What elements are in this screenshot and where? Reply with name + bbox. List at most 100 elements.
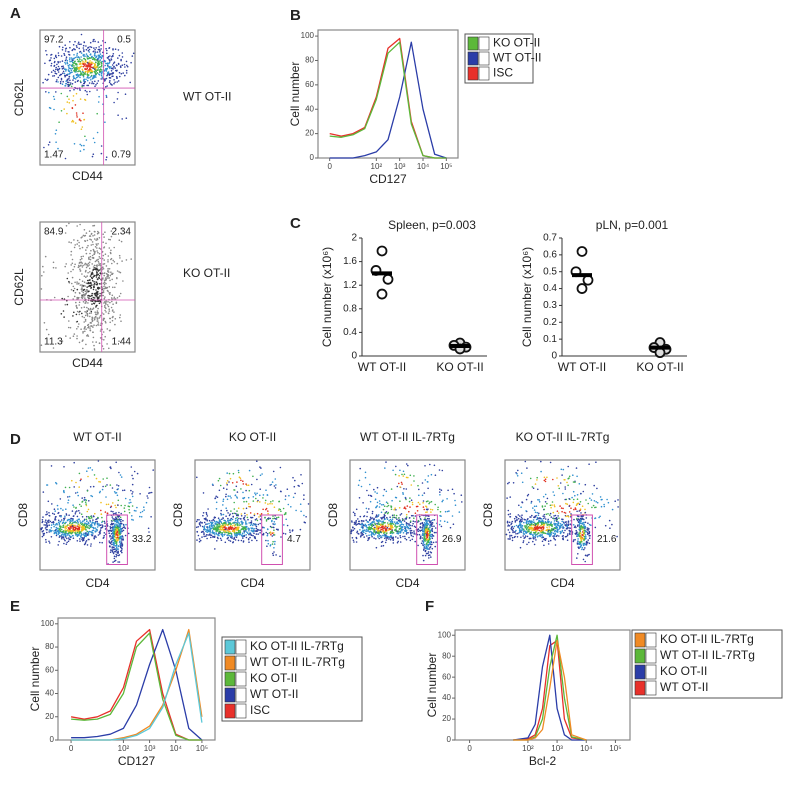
event-dot (76, 58, 79, 61)
event-dot (57, 511, 60, 514)
event-dot (103, 283, 106, 286)
event-dot (61, 83, 64, 85)
event-dot (534, 522, 537, 525)
event-dot (108, 81, 111, 84)
event-dot (237, 539, 240, 542)
event-dot (74, 520, 76, 523)
event-dot (99, 324, 102, 327)
event-dot (426, 522, 428, 525)
event-dot (197, 526, 199, 528)
event-dot (89, 53, 92, 55)
event-dot (114, 534, 117, 536)
event-dot (413, 480, 415, 482)
event-dot (427, 547, 429, 550)
event-dot (226, 482, 228, 484)
event-dot (254, 536, 256, 539)
event-dot (210, 534, 213, 537)
event-dot (78, 70, 80, 72)
event-dot (365, 519, 368, 521)
event-dot (562, 521, 565, 523)
event-dot (109, 73, 111, 75)
event-dot (103, 339, 105, 341)
event-dot (433, 525, 435, 527)
event-dot (509, 513, 512, 515)
event-dot (87, 326, 89, 329)
legend-swatch (467, 66, 479, 81)
event-dot (392, 516, 394, 518)
event-dot (225, 528, 227, 531)
event-dot (427, 487, 429, 490)
event-dot (424, 465, 426, 467)
event-dot (396, 541, 399, 544)
panel-label: B (290, 7, 301, 24)
event-dot (256, 478, 258, 481)
event-dot (130, 501, 132, 504)
event-dot (78, 341, 81, 344)
event-dot (355, 541, 358, 543)
event-dot (114, 526, 117, 529)
event-dot (93, 68, 96, 70)
event-dot (286, 524, 289, 527)
event-dot (83, 519, 86, 522)
event-dot (530, 523, 533, 525)
event-dot (111, 319, 114, 322)
event-dot (101, 541, 103, 544)
legend-box (478, 51, 490, 66)
event-dot (115, 548, 117, 550)
event-dot (535, 526, 538, 529)
event-dot (114, 81, 116, 83)
event-dot (238, 522, 241, 524)
event-dot (118, 254, 121, 257)
event-dot (44, 521, 46, 523)
event-dot (411, 524, 414, 527)
event-dot (41, 274, 43, 277)
event-dot (73, 65, 75, 67)
event-dot (93, 318, 96, 321)
event-dot (91, 292, 93, 295)
event-dot (42, 491, 45, 493)
event-dot (74, 511, 77, 513)
event-dot (383, 488, 386, 491)
event-dot (364, 532, 367, 535)
event-dot (90, 75, 92, 78)
event-dot (95, 276, 98, 278)
event-dot (108, 58, 110, 61)
event-dot (112, 552, 115, 555)
event-dot (107, 312, 110, 315)
event-dot (79, 479, 82, 482)
event-dot (112, 62, 115, 65)
event-dot (114, 504, 116, 507)
event-dot (93, 536, 96, 538)
event-dot (88, 230, 91, 232)
y-tick-label: 0 (551, 351, 557, 362)
event-dot (115, 516, 117, 519)
event-dot (82, 330, 84, 333)
event-dot (89, 521, 92, 523)
event-dot (150, 516, 152, 518)
event-dot (398, 482, 400, 485)
event-dot (420, 529, 423, 532)
event-dot (73, 66, 75, 69)
event-dot (111, 54, 114, 57)
event-dot (231, 528, 233, 531)
event-dot (203, 535, 205, 538)
event-dot (277, 516, 280, 519)
event-dot (130, 61, 132, 64)
event-dot (404, 530, 406, 532)
quadrant-value: 0.5 (117, 35, 131, 46)
event-dot (378, 533, 380, 536)
event-dot (55, 526, 58, 529)
event-dot (68, 527, 71, 529)
event-dot (126, 64, 128, 67)
event-dot (83, 49, 85, 51)
event-dot (85, 515, 88, 518)
event-dot (41, 521, 43, 524)
event-dot (65, 508, 67, 511)
event-dot (223, 528, 226, 531)
event-dot (263, 526, 265, 529)
event-dot (255, 527, 258, 530)
event-dot (109, 67, 111, 70)
event-dot (245, 489, 247, 492)
event-dot (439, 491, 441, 493)
event-dot (555, 525, 558, 528)
